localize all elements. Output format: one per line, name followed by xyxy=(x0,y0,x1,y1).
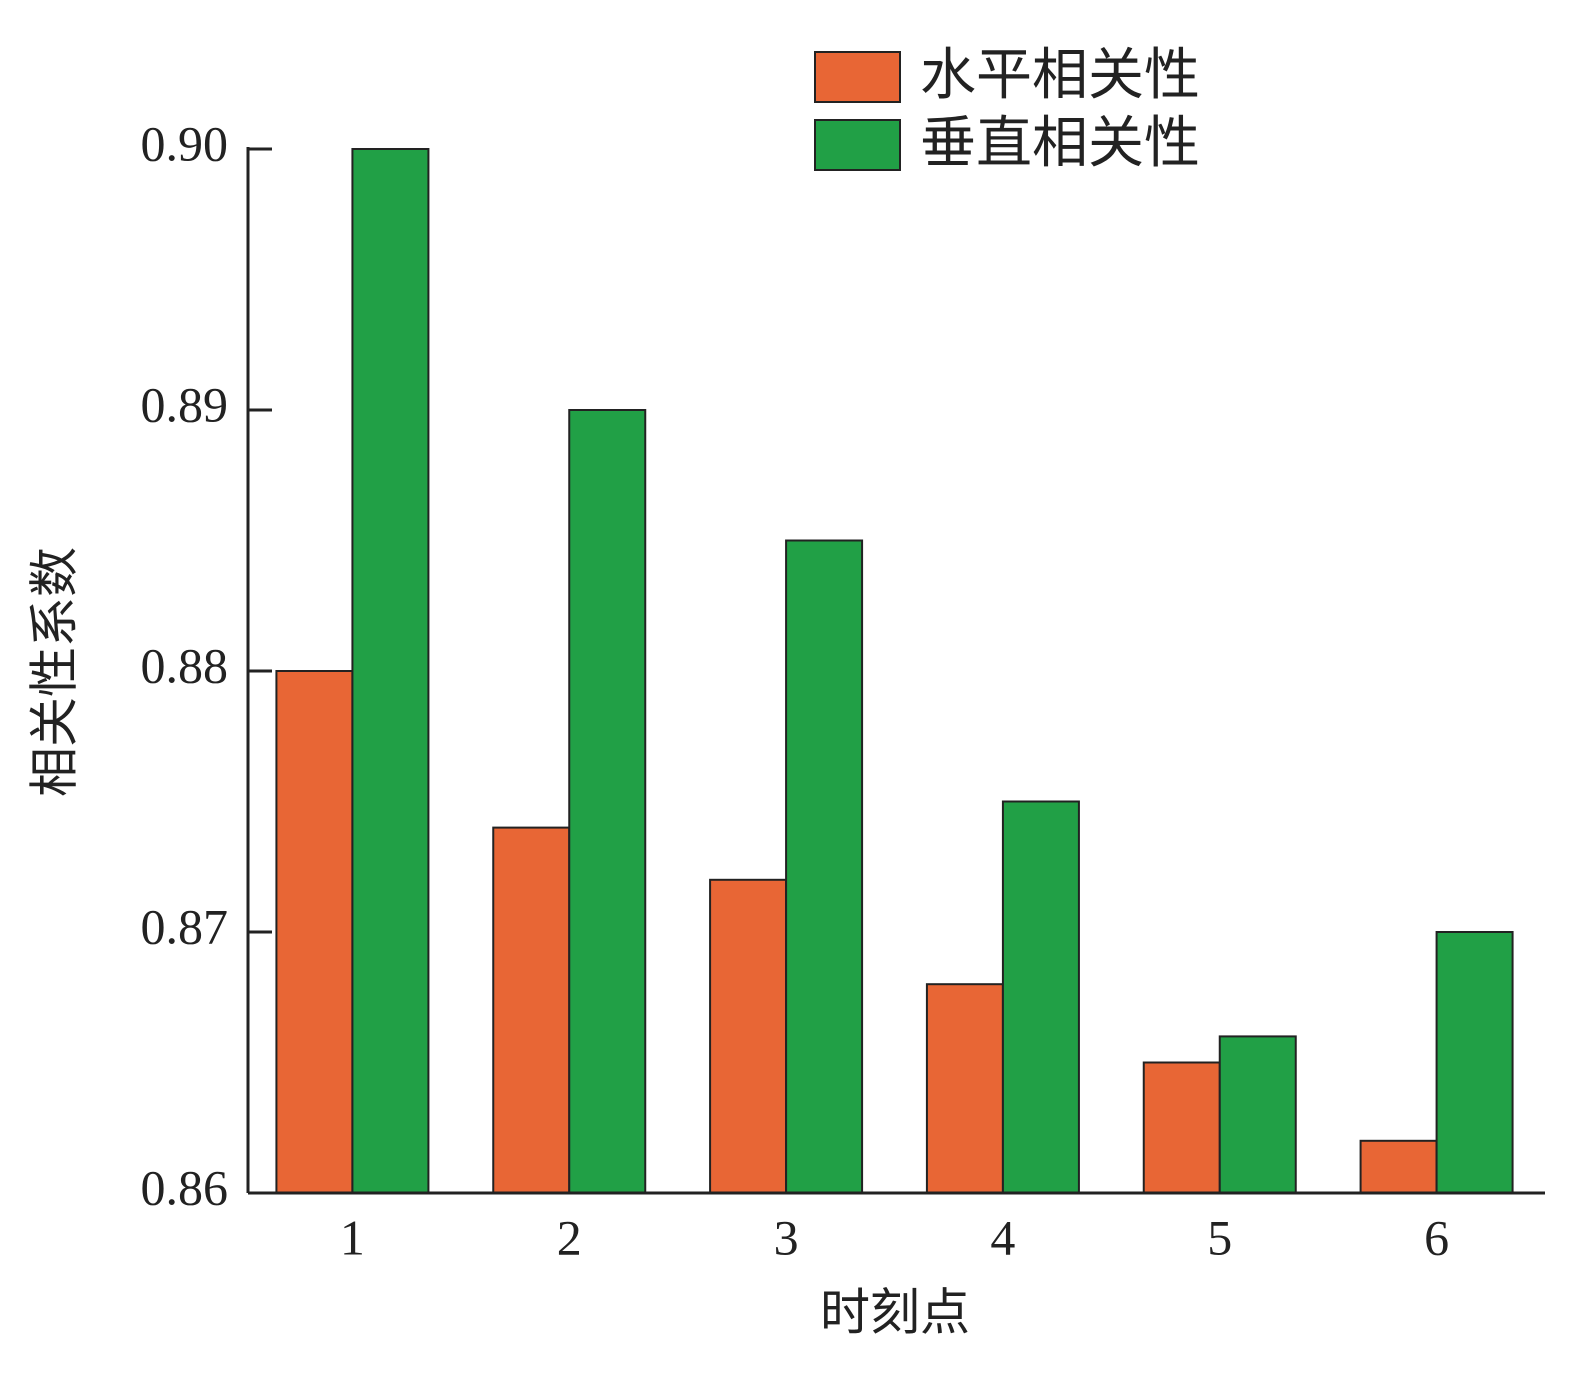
legend-label: 垂直相关性 xyxy=(920,111,1200,176)
legend-label: 水平相关性 xyxy=(920,43,1200,108)
bar xyxy=(1435,931,1514,1194)
x-tick-label: 6 xyxy=(1424,1209,1449,1265)
bar xyxy=(925,983,1004,1195)
y-axis-label: 相关性系数 xyxy=(26,547,84,797)
x-axis-label: 时刻点 xyxy=(820,1284,970,1342)
x-tick-label: 1 xyxy=(340,1209,365,1265)
bar xyxy=(275,670,354,1194)
x-tick-label: 2 xyxy=(557,1209,582,1265)
x-tick-label: 3 xyxy=(774,1209,799,1265)
bar xyxy=(568,409,647,1194)
x-tick-label: 4 xyxy=(990,1209,1015,1265)
bar xyxy=(785,539,864,1194)
bar xyxy=(709,878,788,1194)
legend-swatch xyxy=(814,119,901,171)
bar xyxy=(1359,1139,1438,1195)
x-tick-label: 5 xyxy=(1207,1209,1232,1265)
legend-swatch xyxy=(814,51,901,103)
y-tick-label: 0.87 xyxy=(141,898,229,954)
bar xyxy=(1142,1061,1221,1194)
bar xyxy=(492,826,571,1194)
y-tick-label: 0.86 xyxy=(141,1159,229,1215)
y-tick-label: 0.89 xyxy=(141,376,229,432)
y-tick-label: 0.90 xyxy=(141,115,229,171)
y-tick-label: 0.88 xyxy=(141,637,229,693)
bar xyxy=(351,148,430,1194)
bar xyxy=(1001,800,1080,1194)
bar xyxy=(1218,1035,1297,1195)
